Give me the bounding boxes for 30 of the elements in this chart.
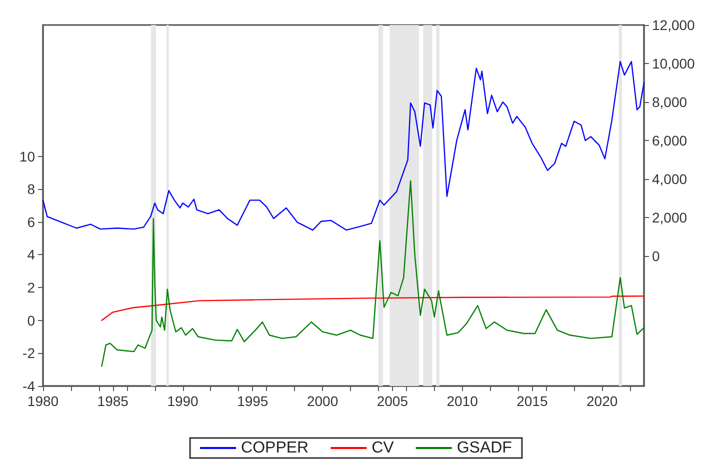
x-tick-label: 2020 bbox=[586, 393, 618, 409]
y-tick-label: 2 bbox=[27, 280, 36, 296]
y-tick-label: 4 bbox=[27, 246, 36, 263]
y-tick-label: 10 bbox=[19, 148, 36, 164]
line-series bbox=[42, 60, 645, 231]
y-tick-label: 0 bbox=[27, 312, 36, 328]
x-tick-label: 1995 bbox=[237, 393, 268, 409]
y-tick-label: -4 bbox=[22, 378, 36, 394]
line-series bbox=[101, 295, 645, 321]
y2-tick-label: 12,000 bbox=[652, 17, 696, 33]
x-tick-label: 2000 bbox=[306, 393, 338, 409]
y-tick-label: -2 bbox=[22, 345, 36, 362]
legend-label: GSADF bbox=[456, 440, 512, 456]
legend-label: COPPER bbox=[241, 440, 309, 456]
y-tick-label: 6 bbox=[27, 214, 36, 230]
y2-tick-label: 8,000 bbox=[652, 94, 688, 110]
y2-tick-label: 0 bbox=[652, 248, 660, 264]
legend-label: CV bbox=[372, 440, 394, 456]
x-tick-label: 2010 bbox=[446, 393, 478, 409]
x-tick-label: 1985 bbox=[97, 393, 129, 409]
line-series bbox=[101, 180, 645, 367]
x-tick-label: 1990 bbox=[167, 393, 199, 409]
x-tick-label: 2015 bbox=[516, 393, 548, 409]
x-tick-label: 2005 bbox=[376, 393, 408, 409]
y2-tick-label: 2,000 bbox=[652, 210, 688, 226]
y2-tick-label: 6,000 bbox=[652, 132, 688, 149]
y2-tick-label: 10,000 bbox=[652, 56, 696, 72]
x-tick-label: 1980 bbox=[27, 393, 59, 409]
y-tick-label: 8 bbox=[27, 181, 36, 198]
y2-tick-label: 4,000 bbox=[652, 171, 688, 188]
